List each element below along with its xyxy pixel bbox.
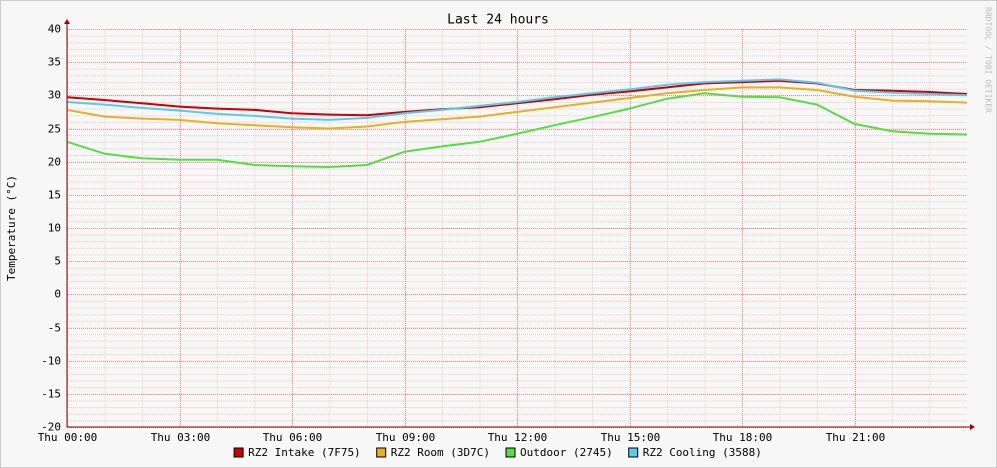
legend-item: RZ2 Intake (7F75) [233, 446, 361, 459]
legend-swatch [233, 447, 244, 458]
legend-swatch [505, 447, 516, 458]
series-line [66, 92, 968, 169]
y-tick-label: 15 [48, 189, 61, 202]
y-tick-label: 40 [48, 23, 61, 36]
y-tick-label: 25 [48, 123, 61, 136]
legend-label: RZ2 Room (3D7C) [391, 446, 490, 459]
x-tick-label: Thu 15:00 [601, 431, 661, 444]
legend: RZ2 Intake (7F75) RZ2 Room (3D7C) Outdoor … [233, 446, 762, 459]
x-tick-label: Thu 03:00 [151, 431, 211, 444]
legend-label: RZ2 Cooling (3588) [643, 446, 762, 459]
y-tick-label: 5 [54, 255, 61, 268]
y-tick-label: 35 [48, 56, 61, 69]
x-tick-label: Thu 06:00 [263, 431, 323, 444]
legend-swatch [376, 447, 387, 458]
series-line [66, 86, 968, 130]
y-arrow [64, 19, 70, 24]
legend-item: RZ2 Cooling (3588) [628, 446, 762, 459]
y-tick-label: 10 [48, 222, 61, 235]
legend-item: RZ2 Room (3D7C) [376, 446, 490, 459]
legend-item: Outdoor (2745) [505, 446, 613, 459]
plot [66, 78, 968, 169]
grid [67, 29, 967, 428]
legend-swatch [628, 447, 639, 458]
y-tick-label: -15 [41, 388, 61, 401]
legend-label: RZ2 Intake (7F75) [248, 446, 361, 459]
x-tick-label: Thu 21:00 [826, 431, 886, 444]
y-tick-label: -5 [48, 322, 61, 335]
watermark: RRDTOOL / TOBI OETIKER [984, 7, 993, 113]
y-tick-label: -10 [41, 355, 61, 368]
x-tick-label: Thu 09:00 [376, 431, 436, 444]
legend-label: Outdoor (2745) [520, 446, 613, 459]
x-tick-label: Thu 18:00 [713, 431, 773, 444]
y-tick-label: 30 [48, 89, 61, 102]
y-tick-label: 0 [54, 288, 61, 301]
x-arrow [970, 424, 975, 430]
x-tick-label: Thu 12:00 [488, 431, 548, 444]
y-tick-label: -20 [41, 421, 61, 434]
chart-title: Last 24 hours [447, 13, 549, 28]
series-line [66, 78, 968, 121]
y-tick-label: 20 [48, 156, 61, 169]
x-tick-label: Thu 00:00 [38, 431, 98, 444]
y-axis-label: Temperature (°C) [5, 175, 18, 281]
